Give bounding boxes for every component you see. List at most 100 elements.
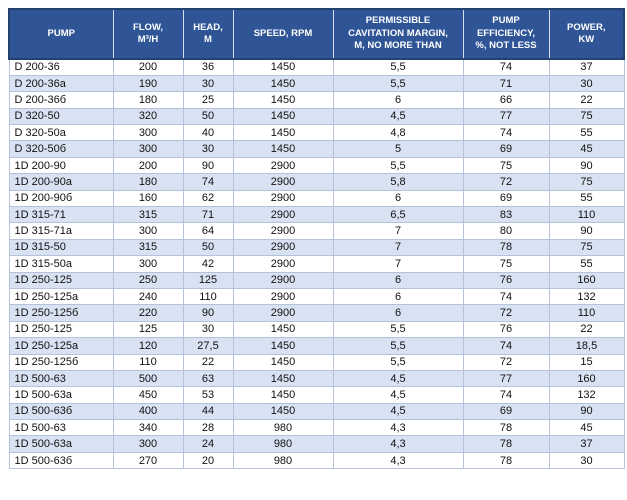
- cell-cavitation: 5,5: [332, 337, 464, 355]
- cell-pump: D 200-36б: [8, 91, 114, 109]
- cell-speed: 1450: [232, 140, 334, 158]
- cell-speed: 1450: [232, 124, 334, 142]
- cell-power: 45: [548, 419, 625, 437]
- cell-cavitation: 6,5: [332, 206, 464, 224]
- cell-efficiency: 76: [462, 320, 550, 339]
- cell-head: 110: [182, 287, 234, 306]
- cell-pump: 1D 250-125б: [8, 304, 114, 322]
- cell-pump: D 200-36a: [8, 74, 114, 93]
- cell-flow: 300: [112, 124, 184, 142]
- cell-speed: 1450: [232, 353, 334, 371]
- cell-cavitation: 7: [332, 238, 464, 257]
- cell-speed: 2900: [232, 206, 334, 224]
- cell-power: 22: [548, 320, 625, 339]
- cell-cavitation: 5,8: [332, 173, 464, 191]
- table-row: D 320-50б 300 30 1450 5 69 45: [8, 140, 625, 158]
- cell-head: 24: [182, 435, 234, 453]
- cell-cavitation: 5,5: [332, 353, 464, 371]
- cell-efficiency: 74: [462, 58, 550, 76]
- page: PUMP FLOW, M³/H HEAD, M SPEED, RPM PERMI…: [8, 8, 625, 470]
- cell-power: 75: [548, 107, 625, 126]
- cell-power: 75: [548, 173, 625, 191]
- cell-head: 64: [182, 222, 234, 240]
- column-header-power: POWER, KW: [548, 8, 625, 60]
- cell-power: 37: [548, 435, 625, 453]
- cell-flow: 200: [112, 58, 184, 76]
- cell-flow: 240: [112, 287, 184, 306]
- cell-speed: 1450: [232, 386, 334, 404]
- cell-flow: 300: [112, 255, 184, 273]
- cell-flow: 450: [112, 386, 184, 404]
- cell-head: 125: [182, 271, 234, 289]
- cell-cavitation: 4,5: [332, 369, 464, 388]
- table-row: 1D 200-90a 180 74 2900 5,8 72 75: [8, 173, 625, 191]
- cell-speed: 1450: [232, 320, 334, 339]
- cell-head: 25: [182, 91, 234, 109]
- cell-cavitation: 4,8: [332, 124, 464, 142]
- cell-power: 132: [548, 287, 625, 306]
- cell-pump: 1D 200-90a: [8, 173, 114, 191]
- table-row: 1D 500-63 500 63 1450 4,5 77 160: [8, 369, 625, 388]
- cell-efficiency: 78: [462, 435, 550, 453]
- table-row: D 200-36 200 36 1450 5,5 74 37: [8, 58, 625, 76]
- cell-flow: 300: [112, 140, 184, 158]
- cell-flow: 180: [112, 173, 184, 191]
- cell-power: 55: [548, 255, 625, 273]
- cell-cavitation: 5,5: [332, 156, 464, 175]
- cell-power: 90: [548, 156, 625, 175]
- cell-power: 110: [548, 206, 625, 224]
- cell-speed: 1450: [232, 91, 334, 109]
- cell-head: 30: [182, 140, 234, 158]
- column-header-cavitation: PERMISSIBLE CAVITATION MARGIN, M, NO MOR…: [332, 8, 464, 60]
- cell-efficiency: 69: [462, 189, 550, 208]
- cell-cavitation: 6: [332, 304, 464, 322]
- cell-efficiency: 80: [462, 222, 550, 240]
- cell-head: 90: [182, 304, 234, 322]
- cell-efficiency: 66: [462, 91, 550, 109]
- table-row: D 320-50a 300 40 1450 4,8 74 55: [8, 124, 625, 142]
- cell-flow: 220: [112, 304, 184, 322]
- cell-flow: 400: [112, 402, 184, 421]
- cell-power: 55: [548, 189, 625, 208]
- cell-cavitation: 6: [332, 271, 464, 289]
- cell-flow: 180: [112, 91, 184, 109]
- cell-speed: 1450: [232, 369, 334, 388]
- pump-specs-table: PUMP FLOW, M³/H HEAD, M SPEED, RPM PERMI…: [8, 8, 625, 470]
- cell-power: 45: [548, 140, 625, 158]
- cell-power: 160: [548, 271, 625, 289]
- cell-efficiency: 78: [462, 451, 550, 470]
- column-header-speed: SPEED, RPM: [232, 8, 334, 60]
- column-header-flow: FLOW, M³/H: [112, 8, 184, 60]
- cell-flow: 300: [112, 222, 184, 240]
- cell-pump: 1D 315-50a: [8, 255, 114, 273]
- cell-cavitation: 4,5: [332, 107, 464, 126]
- table-body: D 200-36 200 36 1450 5,5 74 37 D 200-36a 190 30 14…: [8, 58, 625, 470]
- table-row: 1D 315-50 315 50 2900 7 78 75: [8, 238, 625, 257]
- cell-efficiency: 74: [462, 337, 550, 355]
- cell-pump: 1D 250-125б: [8, 353, 114, 371]
- cell-efficiency: 69: [462, 140, 550, 158]
- cell-speed: 2900: [232, 238, 334, 257]
- table-row: 1D 315-71a 300 64 2900 7 80 90: [8, 222, 625, 240]
- cell-cavitation: 5,5: [332, 320, 464, 339]
- cell-cavitation: 7: [332, 255, 464, 273]
- cell-speed: 1450: [232, 74, 334, 93]
- cell-efficiency: 78: [462, 238, 550, 257]
- cell-head: 42: [182, 255, 234, 273]
- cell-flow: 500: [112, 369, 184, 388]
- table-row: 1D 315-50a 300 42 2900 7 75 55: [8, 255, 625, 273]
- cell-efficiency: 74: [462, 386, 550, 404]
- cell-head: 30: [182, 320, 234, 339]
- cell-efficiency: 78: [462, 419, 550, 437]
- cell-pump: 1D 500-63б: [8, 451, 114, 470]
- cell-pump: 1D 200-90б: [8, 189, 114, 208]
- table-row: 1D 250-125б 110 22 1450 5,5 72 15: [8, 353, 625, 371]
- table-header: PUMP FLOW, M³/H HEAD, M SPEED, RPM PERMI…: [8, 8, 625, 60]
- table-row: 1D 500-63a 300 24 980 4,3 78 37: [8, 435, 625, 453]
- cell-power: 55: [548, 124, 625, 142]
- cell-efficiency: 77: [462, 107, 550, 126]
- cell-pump: 1D 315-71: [8, 206, 114, 224]
- cell-flow: 340: [112, 419, 184, 437]
- column-header-head: HEAD, M: [182, 8, 234, 60]
- cell-flow: 110: [112, 353, 184, 371]
